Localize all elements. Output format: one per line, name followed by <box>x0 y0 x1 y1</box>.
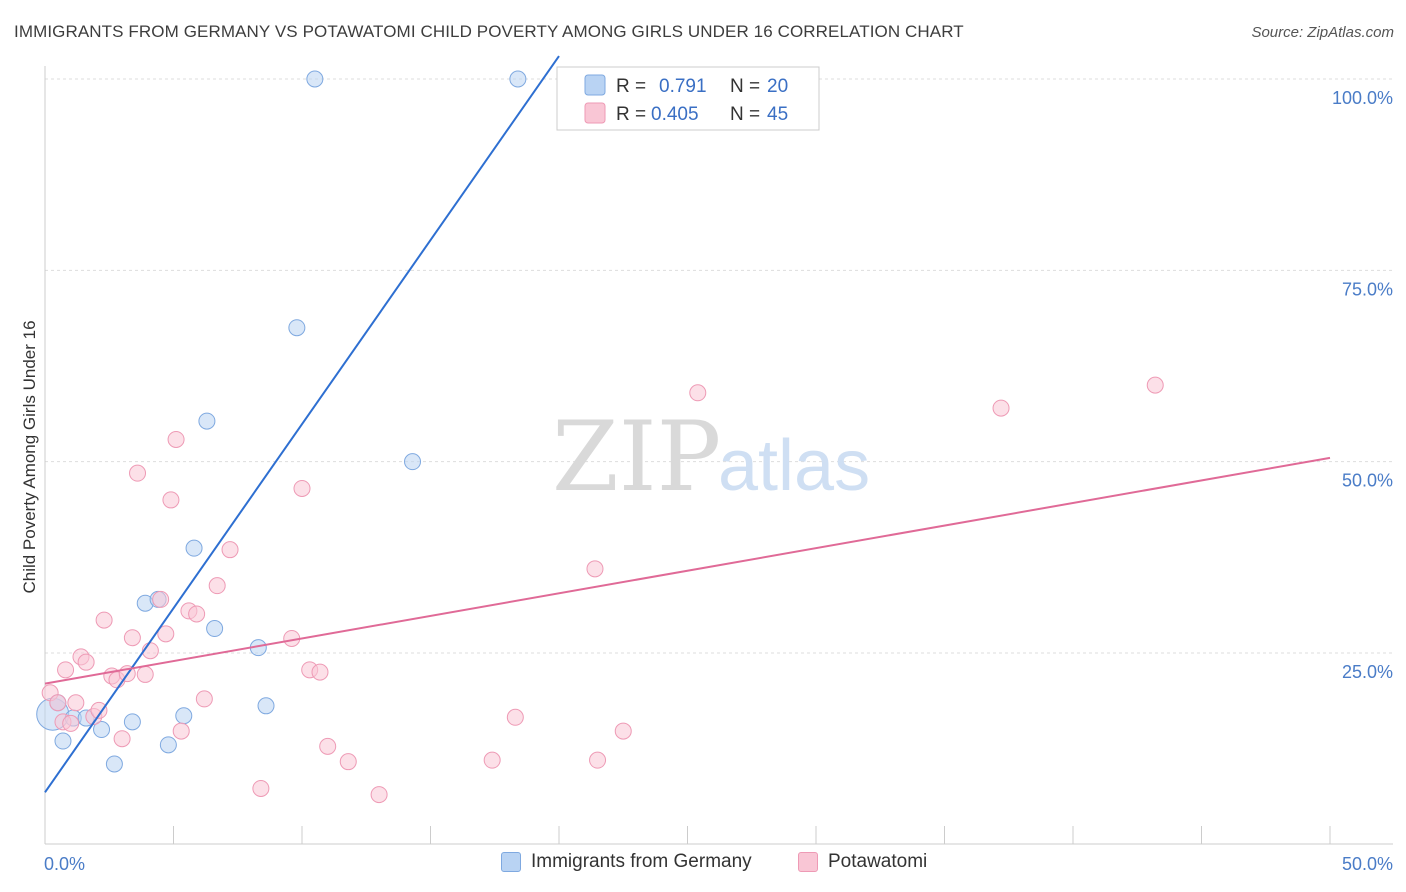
legend-swatch-germany <box>584 74 606 96</box>
trend-lines <box>44 55 1331 793</box>
legend-r-label-germany: R = <box>616 76 646 97</box>
y-tick-label: 75.0% <box>1342 279 1393 299</box>
point-germany <box>404 453 422 471</box>
y-tick-label: 100.0% <box>1332 88 1393 108</box>
point-potawatomi <box>95 611 113 629</box>
point-potawatomi <box>589 751 607 769</box>
bottom-legend-item-potawatomi: Potawatomi <box>798 851 927 873</box>
legend-n-label-germany: N = <box>730 76 760 97</box>
point-potawatomi <box>293 479 311 497</box>
source-credit: Source: ZipAtlas.com <box>1251 24 1394 41</box>
point-potawatomi <box>129 464 147 482</box>
point-germany <box>105 755 123 773</box>
point-potawatomi <box>49 694 67 712</box>
point-potawatomi <box>208 577 226 595</box>
legend-r-value-germany: 0.791 <box>659 76 707 97</box>
bottom-legend-label-germany: Immigrants from Germany <box>531 851 752 872</box>
point-potawatomi <box>157 625 175 643</box>
point-germany <box>306 70 324 88</box>
point-germany <box>123 713 141 731</box>
legend-r-value-potawatomi: 0.405 <box>651 104 699 125</box>
point-potawatomi <box>614 722 632 740</box>
point-germany <box>175 707 193 725</box>
point-germany <box>54 732 72 750</box>
point-potawatomi <box>90 701 108 719</box>
point-germany <box>257 697 275 715</box>
point-potawatomi <box>339 753 357 771</box>
legend-swatch-potawatomi <box>584 102 606 124</box>
point-potawatomi <box>992 399 1010 417</box>
point-potawatomi <box>167 430 185 448</box>
point-potawatomi <box>195 690 213 708</box>
point-potawatomi <box>57 661 75 679</box>
point-germany <box>159 736 177 754</box>
point-germany <box>509 70 527 88</box>
bottom-legend-item-germany: Immigrants from Germany <box>501 851 752 873</box>
point-potawatomi <box>162 491 180 509</box>
point-germany <box>288 319 306 337</box>
legend-n-value-germany: 20 <box>767 76 788 97</box>
point-potawatomi <box>188 605 206 623</box>
grid-lines <box>45 78 1393 654</box>
bottom-legend-swatch-germany <box>501 852 521 872</box>
point-potawatomi <box>689 384 707 402</box>
legend-n-value-potawatomi: 45 <box>767 104 788 125</box>
y-tick-label: 50.0% <box>1342 471 1393 491</box>
point-potawatomi <box>1146 376 1164 394</box>
bottom-legend: Immigrants from Germany Potawatomi <box>0 851 1406 879</box>
bottom-legend-swatch-potawatomi <box>798 852 818 872</box>
point-potawatomi <box>311 663 329 681</box>
point-potawatomi <box>586 560 604 578</box>
tick-labels: 25.0% 50.0% 75.0% 100.0% 0.0% 50.0% <box>44 88 1393 874</box>
chart-title: IMMIGRANTS FROM GERMANY VS POTAWATOMI CH… <box>14 22 964 41</box>
trend-line-potawatomi <box>44 456 1331 685</box>
point-potawatomi <box>152 590 170 608</box>
point-potawatomi <box>506 708 524 726</box>
point-potawatomi <box>113 730 131 748</box>
bottom-legend-label-potawatomi: Potawatomi <box>828 851 928 872</box>
point-germany <box>185 539 203 557</box>
watermark-atlas: atlas <box>718 426 870 506</box>
legend-r-label-potawatomi: R = <box>616 104 646 125</box>
point-potawatomi <box>370 786 388 804</box>
legend-n-label-potawatomi: N = <box>730 104 760 125</box>
point-potawatomi <box>62 714 80 732</box>
watermark-zip: ZIP <box>552 401 721 513</box>
point-potawatomi <box>483 751 501 769</box>
x-tick-label: 50.0% <box>1342 854 1393 874</box>
point-germany <box>93 721 111 739</box>
y-axis-label: Child Poverty Among Girls Under 16 <box>20 320 39 593</box>
x-tick-label: 0.0% <box>44 854 85 874</box>
y-tick-label: 25.0% <box>1342 662 1393 682</box>
point-potawatomi <box>136 665 154 683</box>
point-potawatomi <box>77 653 95 671</box>
point-germany <box>198 412 216 430</box>
point-potawatomi <box>252 779 270 797</box>
point-potawatomi <box>319 737 337 755</box>
point-potawatomi <box>123 629 141 647</box>
point-germany <box>206 620 224 638</box>
point-potawatomi <box>172 722 190 740</box>
point-potawatomi <box>221 541 239 559</box>
legend: R = 0.791 N = 20 R = 0.405 N = 45 <box>556 66 820 131</box>
watermark: ZIP atlas <box>552 401 870 513</box>
trend-line-germany <box>44 55 560 793</box>
point-potawatomi <box>67 694 85 712</box>
